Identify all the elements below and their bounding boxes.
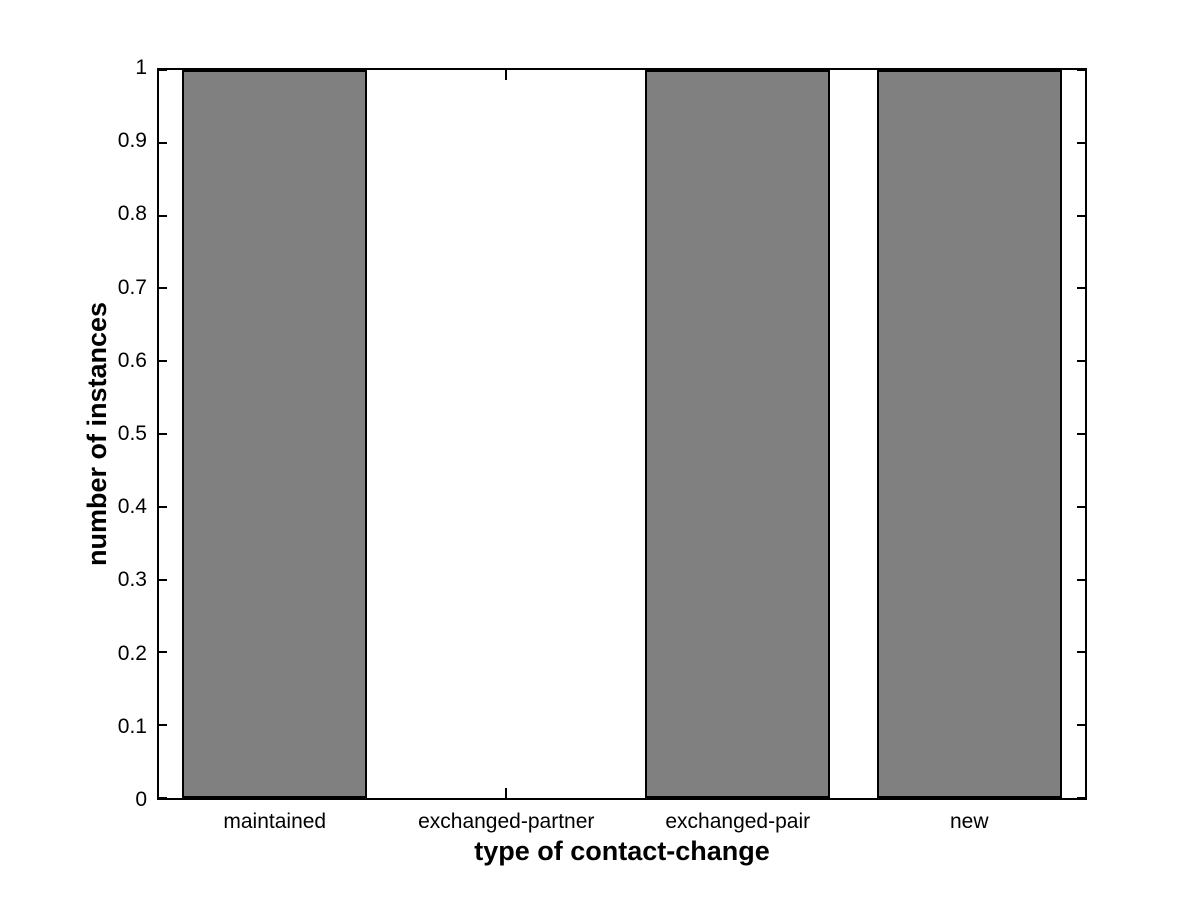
y-tick-right [1077, 433, 1085, 435]
y-tick-right [1077, 141, 1085, 144]
y-tick-left [159, 360, 167, 363]
plot-area [157, 68, 1087, 800]
x-tick-top [505, 70, 508, 80]
x-tick-label: maintained [223, 810, 327, 833]
x-tick-bottom [505, 788, 508, 798]
y-tick-label: 0.7 [117, 275, 147, 299]
y-tick-left [159, 651, 167, 654]
y-axis-title: number of instances [82, 301, 112, 567]
plot-inner [159, 70, 1085, 798]
x-tick-label: exchanged-pair [665, 810, 811, 833]
y-tick-label: 0.5 [117, 422, 147, 445]
y-tick-label: 0.6 [117, 348, 147, 372]
bar-new [876, 70, 1062, 798]
y-tick-right [1077, 651, 1085, 654]
bar-exchanged-pair [645, 70, 831, 798]
y-tick-left [159, 141, 167, 144]
y-tick-right [1077, 360, 1085, 363]
y-tick-label: 0.8 [117, 202, 147, 226]
y-tick-left [159, 724, 167, 727]
y-tick-right [1077, 578, 1085, 581]
y-tick-right [1077, 724, 1085, 727]
bar-maintained [182, 70, 368, 798]
y-tick-left [159, 287, 167, 290]
y-tick-right [1077, 287, 1085, 290]
y-tick-left [159, 505, 167, 508]
y-tick-left [159, 578, 167, 581]
y-tick-label: 0.3 [117, 568, 147, 592]
y-tick-left [159, 797, 167, 798]
y-tick-left [159, 433, 167, 435]
y-tick-right [1077, 70, 1085, 71]
x-tick-label: new [949, 810, 989, 833]
y-tick-label: 0 [135, 788, 147, 811]
x-tick-label: exchanged-partner [418, 810, 595, 833]
y-tick-label: 0.9 [117, 129, 147, 153]
y-tick-right [1077, 797, 1085, 798]
x-axis-title: type of contact-change [474, 836, 770, 866]
y-tick-label: 0.4 [117, 495, 147, 519]
y-tick-left [159, 214, 167, 217]
y-tick-right [1077, 214, 1085, 217]
y-tick-label: 1 [135, 56, 147, 79]
y-tick-label: 0.1 [117, 714, 147, 738]
y-tick-left [159, 70, 167, 71]
y-tick-right [1077, 505, 1085, 508]
y-tick-label: 0.2 [117, 641, 147, 665]
